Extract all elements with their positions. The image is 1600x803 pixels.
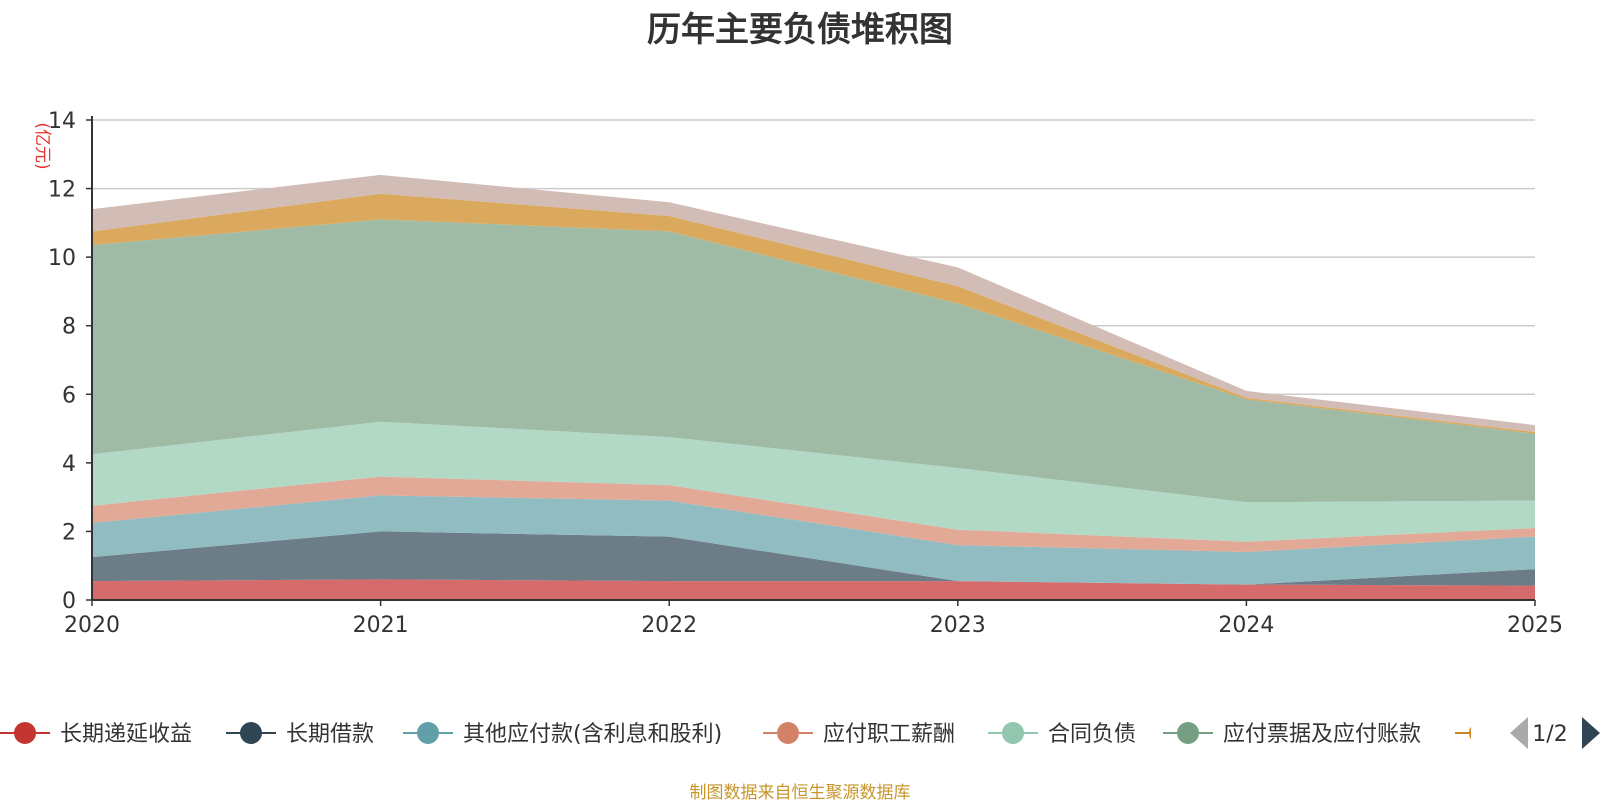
x-tick-label: 2022 — [641, 613, 697, 638]
chart-title: 历年主要负债堆积图 — [647, 10, 953, 50]
area-7[interactable] — [92, 174, 1535, 432]
legend-label: 应付职工薪酬 — [823, 722, 955, 747]
y-tick-label: 4 — [62, 452, 76, 477]
y-tick-label: 12 — [48, 178, 76, 203]
y-tick-label: 6 — [62, 383, 76, 408]
y-tick-label: 2 — [62, 520, 76, 545]
legend-marker-icon — [1177, 722, 1199, 744]
area-3[interactable] — [92, 476, 1535, 552]
legend-label: 合同负债 — [1048, 722, 1136, 747]
legend-marker-icon — [1002, 722, 1024, 744]
legend-marker-icon — [777, 722, 799, 744]
area-0[interactable] — [92, 579, 1535, 600]
y-tick-label: 10 — [48, 246, 76, 271]
legend-page-indicator: 1/2 — [1532, 722, 1567, 747]
y-tick-label: 14 — [48, 109, 76, 134]
x-tick-label: 2021 — [353, 613, 409, 638]
x-tick-label: 2020 — [64, 613, 120, 638]
legend-item[interactable]: 其他应付款(含利息和股利) — [403, 722, 722, 747]
legend-prev-page-icon[interactable] — [1510, 717, 1528, 749]
legend-item[interactable]: 长期借款 — [226, 722, 374, 747]
x-tick-label: 2023 — [930, 613, 986, 638]
legend-item[interactable]: 应付职工薪酬 — [763, 722, 955, 747]
source-note: 制图数据来自恒生聚源数据库 — [689, 783, 911, 803]
legend-next-page-icon[interactable] — [1582, 717, 1600, 749]
legend-label: 其他应付款(含利息和股利) — [463, 722, 722, 747]
area-5[interactable] — [92, 219, 1535, 503]
area-2[interactable] — [92, 495, 1535, 585]
legend-item[interactable]: 应付票据及应付账款 — [1163, 722, 1421, 747]
legend-label: 长期借款 — [286, 722, 374, 747]
legend-item[interactable]: 长期递延收益 — [0, 722, 192, 747]
legend-marker-icon — [14, 722, 36, 744]
legend-item[interactable]: 合同负债 — [988, 722, 1136, 747]
legend-marker-icon — [417, 722, 439, 744]
y-tick-label: 0 — [62, 589, 76, 614]
legend-clip — [1471, 705, 1505, 761]
legend-marker-icon — [240, 722, 262, 744]
area-6[interactable] — [92, 193, 1535, 434]
y-tick-label: 8 — [62, 315, 76, 340]
legend-label: 长期递延收益 — [60, 722, 192, 747]
x-tick-label: 2024 — [1218, 613, 1274, 638]
x-tick-label: 2025 — [1507, 613, 1563, 638]
area-1[interactable] — [92, 531, 1535, 586]
legend-label: 应付票据及应付账款 — [1223, 722, 1421, 747]
y-axis-unit-label: (亿元) — [32, 122, 52, 169]
area-4[interactable] — [92, 421, 1535, 542]
